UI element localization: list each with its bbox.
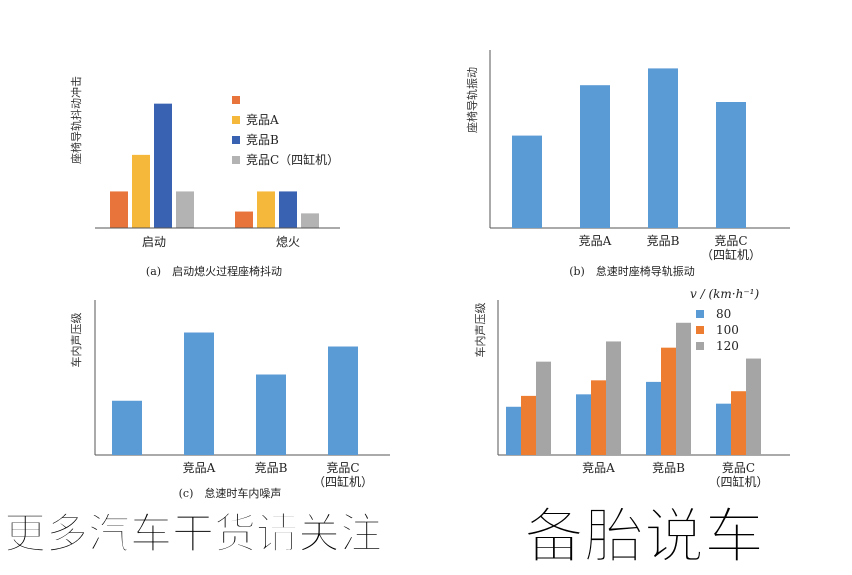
chart-d-bar-0-0 [506, 406, 521, 455]
chart-a-bar-0-0 [110, 191, 128, 228]
legend-label-120: 120 [716, 339, 739, 353]
chart-b-tick-3: 竞品C （四缸机） [701, 234, 761, 262]
chart-d-bar-3-2 [746, 358, 761, 455]
chart-c-tick-3: 竞品C （四缸机） [313, 461, 373, 489]
banner-promo-text: 更多汽车干货请关注 [3, 509, 383, 559]
legend-swatch-1 [232, 96, 240, 104]
chart-d-legend-title: v / (km·h⁻¹) [690, 287, 759, 301]
chart-d-bar-1-0 [576, 394, 591, 455]
chart-a-tick-0: 启动 [142, 235, 166, 249]
chart-d: 车内声压级 竞品A 竞品B 竞品C （四缸机） v / (km·h⁻¹) 80 100… [473, 287, 790, 489]
chart-a-bar-1-0 [235, 211, 253, 228]
chart-c-title: (c) 怠速时车内噪声 [179, 486, 282, 500]
chart-a-bar-1-3 [301, 213, 319, 228]
chart-b-bar-2 [648, 68, 678, 229]
chart-d-tick-3: 竞品C （四缸机） [708, 461, 768, 489]
chart-d-bar-2-2 [676, 322, 691, 455]
chart-d-bar-3-0 [716, 403, 731, 455]
chart-a-ylabel: 座椅导轨抖动冲击 [69, 76, 83, 164]
chart-a-bar-1-1 [257, 191, 275, 228]
chart-d-ylabel: 车内声压级 [473, 303, 487, 358]
legend-swatch-100 [696, 326, 704, 334]
chart-b-title: (b) 怠速时座椅导轨振动 [569, 264, 695, 278]
chart-b-bar-3 [716, 102, 746, 228]
chart-d-bar-3-1 [731, 391, 746, 455]
chart-c-tick-1: 竞品A [183, 461, 216, 475]
chart-a-bar-0-2 [154, 103, 172, 228]
chart-c-ylabel: 车内声压级 [69, 313, 83, 368]
chart-d-bar-2-0 [646, 381, 661, 455]
chart-b-bar-1 [580, 85, 610, 228]
legend-swatch-4 [232, 156, 240, 164]
legend-label-80: 80 [716, 307, 731, 321]
chart-d-tick-2: 竞品B [652, 461, 685, 475]
legend-label-100: 100 [716, 323, 739, 337]
chart-a: 座椅导轨抖动冲击 启动 熄火 竞品A 竞品B 竞品C（四缸机） (a) 启动熄火… [69, 76, 340, 278]
legend-label-2: 竞品A [246, 113, 279, 127]
chart-b: 座椅导轨振动 竞品A 竞品B 竞品C （四缸机） (b) 怠速时座椅导轨振动 [465, 50, 790, 278]
legend-label-3: 竞品B [246, 133, 279, 147]
chart-c-bar-2 [256, 374, 286, 455]
legend-swatch-80 [696, 310, 704, 318]
chart-a-tick-1: 熄火 [276, 235, 300, 249]
chart-d-tick-1: 竞品A [582, 461, 615, 475]
legend-label-4: 竞品C（四缸机） [246, 152, 339, 167]
chart-d-legend: v / (km·h⁻¹) 80 100 120 [690, 287, 759, 353]
chart-b-ylabel: 座椅导轨振动 [465, 67, 479, 133]
chart-a-bar-1-2 [279, 191, 297, 228]
chart-d-bar-0-1 [521, 395, 536, 455]
legend-swatch-120 [696, 342, 704, 350]
chart-b-tick-1: 竞品A [579, 234, 612, 248]
chart-a-title: (a) 启动熄火过程座椅抖动 [146, 264, 282, 278]
chart-d-bar-0-2 [536, 361, 551, 455]
chart-c-tick-2: 竞品B [255, 461, 288, 475]
chart-a-legend: 竞品A 竞品B 竞品C（四缸机） [232, 96, 339, 167]
chart-d-bar-1-2 [606, 341, 621, 455]
chart-b-bar-0 [512, 135, 542, 228]
legend-swatch-3 [232, 136, 240, 144]
chart-a-bar-0-3 [176, 191, 194, 228]
chart-c-bar-0 [112, 400, 142, 455]
chart-d-bar-2-1 [661, 347, 676, 455]
chart-c-bar-3 [328, 346, 358, 455]
chart-b-tick-2: 竞品B [647, 234, 680, 248]
chart-a-bar-0-1 [132, 154, 150, 228]
chart-d-bar-1-1 [591, 380, 606, 455]
banner-brand-text: 备胎说车 [524, 502, 765, 573]
legend-swatch-2 [232, 116, 240, 124]
chart-c: 车内声压级 竞品A 竞品B 竞品C （四缸机） (c) 怠速时车内噪声 [69, 300, 390, 500]
chart-c-bar-1 [184, 332, 214, 455]
